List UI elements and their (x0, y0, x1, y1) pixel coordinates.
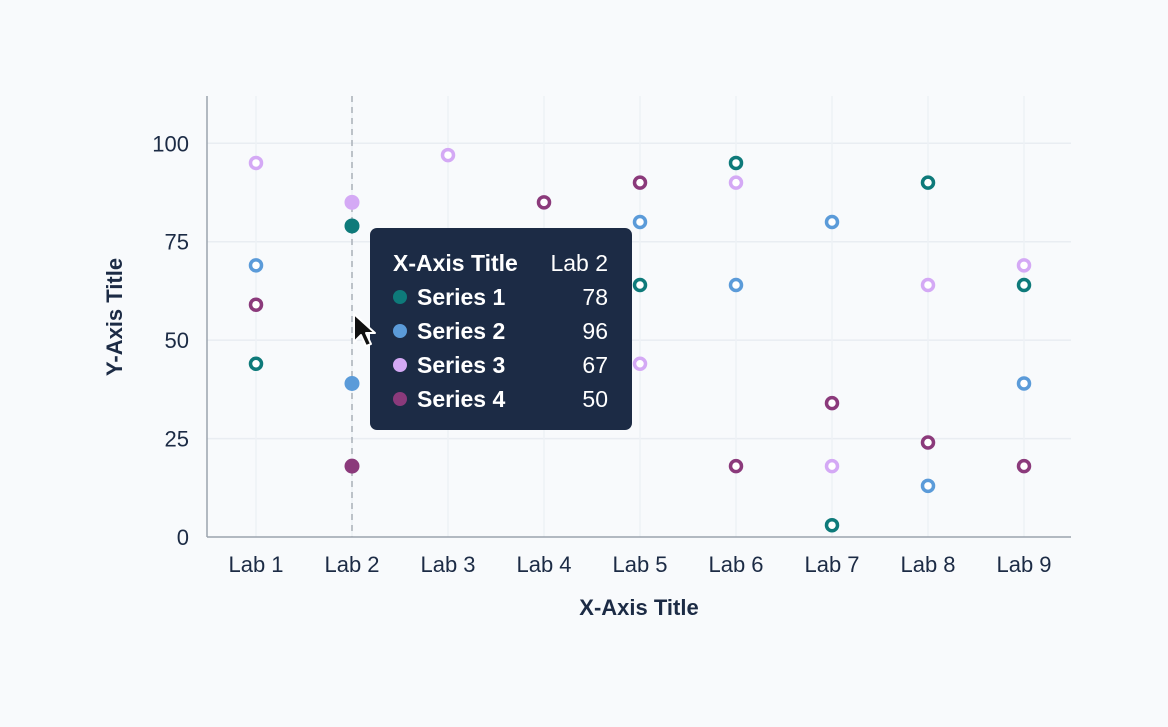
tooltip-row: Series 3 67 (393, 348, 608, 382)
y-axis-title: Y-Axis Title (102, 258, 127, 376)
series-2-swatch-icon (393, 324, 407, 338)
y-tick-label: 25 (165, 427, 189, 452)
x-tick-label: Lab 6 (708, 552, 763, 577)
series-3-point[interactable] (1016, 258, 1032, 273)
y-tick-label: 0 (177, 525, 189, 550)
series-4-point[interactable] (920, 435, 936, 450)
series-4-point[interactable] (728, 458, 744, 474)
tooltip-header: X-Axis Title Lab 2 (393, 246, 608, 280)
x-tick-label: Lab 5 (612, 552, 667, 577)
chart-tooltip: X-Axis Title Lab 2 Series 1 78 Series 2 … (370, 228, 632, 430)
series-3-point[interactable] (824, 458, 840, 474)
axes: 0 25 50 75 100 Lab 1 Lab 2 Lab 3 Lab 4 Lab 5 Lab 6… (152, 96, 1071, 577)
series-1-point[interactable] (728, 155, 744, 171)
tooltip-title: X-Axis Title (393, 249, 518, 276)
series-4-point[interactable] (632, 175, 648, 190)
tooltip-series-name: Series 3 (417, 351, 506, 378)
series-2-point[interactable] (920, 478, 936, 494)
grid-lines (207, 96, 1071, 537)
tooltip-row: Series 4 50 (393, 382, 608, 416)
series-3-point[interactable] (728, 175, 744, 190)
series-3-swatch-icon (393, 358, 407, 372)
series-4-point[interactable] (1016, 458, 1032, 474)
tooltip-series-value: 96 (582, 317, 608, 344)
x-tick-label: Lab 4 (516, 552, 571, 577)
series-2-point[interactable] (632, 214, 648, 230)
series-3-point[interactable] (344, 194, 360, 210)
x-axis-title: X-Axis Title (579, 595, 698, 620)
tooltip-series-name: Series 2 (417, 317, 506, 344)
y-tick-label: 50 (165, 328, 189, 353)
tooltip-series-value: 78 (582, 283, 608, 310)
tooltip-series-value: 50 (582, 385, 608, 412)
series-4-point[interactable] (536, 195, 552, 210)
x-tick-label: Lab 2 (324, 552, 379, 577)
mouse-cursor-icon (353, 313, 376, 347)
series-1-point[interactable] (632, 277, 648, 293)
series-2-point[interactable] (248, 258, 264, 273)
series-4-point[interactable] (824, 395, 840, 411)
x-tick-label: Lab 3 (420, 552, 475, 577)
tooltip-row: Series 2 96 (393, 314, 608, 348)
series-4-point[interactable] (248, 297, 264, 312)
series-3-point[interactable] (440, 147, 456, 163)
series-3-point[interactable] (248, 155, 264, 171)
series-3-point[interactable] (632, 356, 648, 371)
x-tick-label: Lab 8 (900, 552, 955, 577)
x-tick-label: Lab 7 (804, 552, 859, 577)
series-2-point[interactable] (728, 277, 744, 293)
series-3-point[interactable] (920, 277, 936, 293)
series-4-swatch-icon (393, 392, 407, 406)
x-tick-label: Lab 1 (228, 552, 283, 577)
data-points[interactable] (248, 147, 1032, 533)
tooltip-row: Series 1 78 (393, 280, 608, 314)
tooltip-series-name: Series 1 (417, 283, 506, 310)
series-1-point[interactable] (824, 517, 840, 533)
axis-labels: X-Axis Title Y-Axis Title (102, 258, 699, 620)
series-2-point[interactable] (344, 375, 360, 391)
tooltip-series-name: Series 4 (417, 385, 506, 412)
series-1-swatch-icon (393, 290, 407, 304)
series-1-point[interactable] (344, 218, 360, 234)
series-2-point[interactable] (824, 214, 840, 230)
y-tick-label: 75 (165, 230, 189, 255)
y-tick-label: 100 (152, 131, 189, 156)
tooltip-category: Lab 2 (550, 249, 608, 276)
tooltip-series-value: 67 (582, 351, 608, 378)
series-4-point[interactable] (344, 458, 360, 474)
series-1-point[interactable] (920, 175, 936, 190)
series-1-point[interactable] (248, 356, 264, 371)
series-2-point[interactable] (1016, 376, 1032, 391)
series-1-point[interactable] (1016, 277, 1032, 293)
x-tick-label: Lab 9 (996, 552, 1051, 577)
